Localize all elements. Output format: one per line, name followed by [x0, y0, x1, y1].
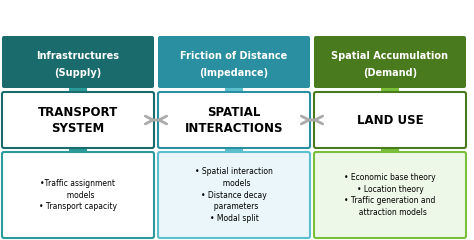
- Text: LAND USE: LAND USE: [357, 114, 423, 126]
- Bar: [69, 146, 87, 154]
- Text: (Impedance): (Impedance): [200, 68, 269, 78]
- FancyBboxPatch shape: [158, 36, 310, 88]
- Text: (Supply): (Supply): [55, 68, 101, 78]
- Text: Infrastructures: Infrastructures: [36, 51, 119, 61]
- FancyBboxPatch shape: [2, 92, 154, 148]
- Bar: [381, 86, 399, 94]
- FancyBboxPatch shape: [314, 152, 466, 238]
- FancyBboxPatch shape: [314, 36, 466, 88]
- Text: • Economic base theory
• Location theory
• Traffic generation and
  attraction m: • Economic base theory • Location theory…: [344, 173, 436, 217]
- Bar: [69, 86, 87, 94]
- Bar: [381, 146, 399, 154]
- FancyBboxPatch shape: [158, 152, 310, 238]
- Text: (Demand): (Demand): [363, 68, 417, 78]
- Text: TRANSPORT
SYSTEM: TRANSPORT SYSTEM: [38, 106, 118, 134]
- FancyBboxPatch shape: [158, 92, 310, 148]
- Bar: [225, 146, 243, 154]
- Text: Friction of Distance: Friction of Distance: [181, 51, 288, 61]
- FancyBboxPatch shape: [314, 92, 466, 148]
- FancyBboxPatch shape: [2, 152, 154, 238]
- Text: •Traffic assignment
  models
• Transport capacity: •Traffic assignment models • Transport c…: [39, 179, 117, 211]
- Text: • Spatial interaction
  models
• Distance decay
  parameters
• Modal split: • Spatial interaction models • Distance …: [195, 167, 273, 223]
- Text: Spatial Accumulation: Spatial Accumulation: [331, 51, 448, 61]
- Text: SPATIAL
INTERACTIONS: SPATIAL INTERACTIONS: [185, 106, 283, 134]
- FancyBboxPatch shape: [2, 36, 154, 88]
- Bar: [225, 86, 243, 94]
